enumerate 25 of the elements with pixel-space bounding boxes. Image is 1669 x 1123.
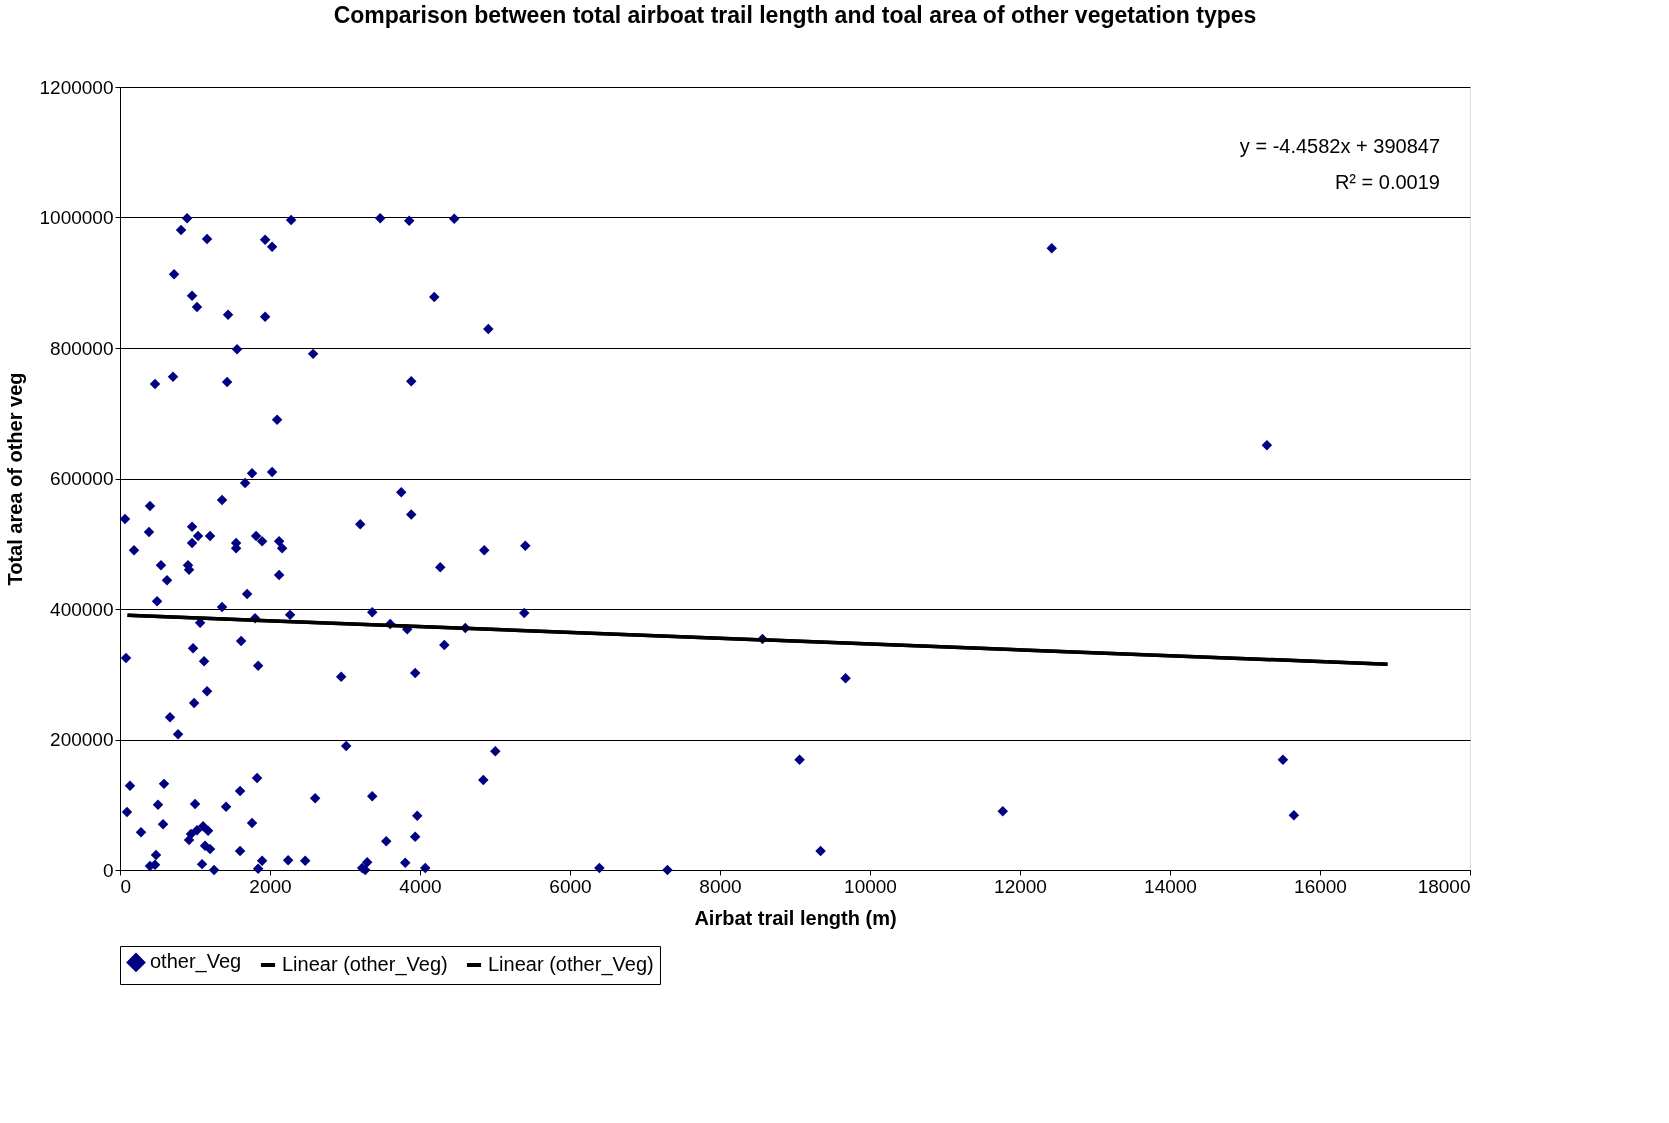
y-tick-label: 400000	[50, 598, 114, 620]
x-tick-label: 14000	[1144, 875, 1197, 897]
legend-label: other_Veg	[150, 950, 242, 974]
x-tick-label: 0	[120, 875, 132, 897]
chart-title: Comparison between total airboat trail length and toal area of other vegetation types	[333, 2, 1257, 28]
y-axis-title: Total area of other veg	[3, 372, 26, 586]
y-tick-label: 200000	[50, 729, 114, 750]
x-tick-label: 6000	[549, 875, 592, 897]
x-tick-label: 4000	[399, 875, 442, 897]
legend-label: Linear (other_Veg)	[282, 953, 448, 976]
y-tick-label: 1000000	[39, 207, 114, 228]
y-tick-label: 800000	[50, 337, 114, 359]
x-tick-label: 16000	[1294, 875, 1347, 897]
annotation: y = -4.4582x + 390847	[1239, 135, 1440, 157]
x-tick-label: 10000	[844, 875, 897, 897]
x-tick-label: 18000	[1417, 875, 1471, 897]
y-tick-label: 0	[102, 859, 114, 881]
x-axis-title: Airbat trail length (m)	[694, 906, 897, 929]
y-tick-label: 1200000	[39, 76, 114, 98]
x-tick-label: 2000	[249, 875, 292, 897]
x-tick-label: 12000	[994, 875, 1047, 897]
x-tick-label: 8000	[699, 875, 742, 897]
legend-label: Linear (other_Veg)	[488, 953, 654, 976]
annotation: R² = 0.0019	[1334, 171, 1440, 193]
y-tick-label: 600000	[50, 468, 114, 489]
